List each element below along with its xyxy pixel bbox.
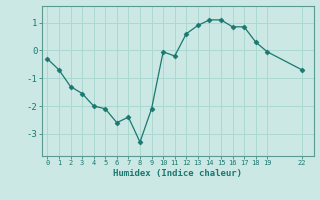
- X-axis label: Humidex (Indice chaleur): Humidex (Indice chaleur): [113, 169, 242, 178]
